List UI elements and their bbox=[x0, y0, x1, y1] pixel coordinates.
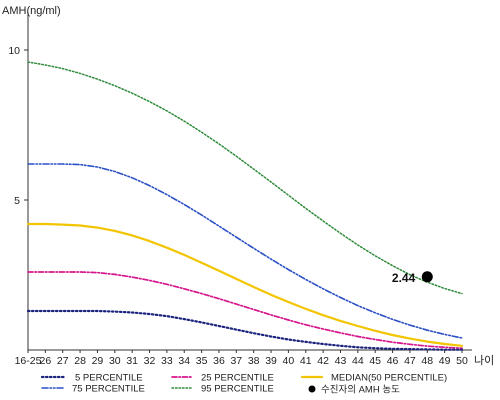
x-tick-label: 28 bbox=[74, 355, 86, 367]
y-ticks: 5 10 bbox=[8, 45, 28, 207]
legend-label: 5 PERCENTILE bbox=[75, 373, 143, 384]
x-tick-label: 39 bbox=[265, 355, 277, 367]
legend-point-marker bbox=[308, 385, 316, 393]
x-tick-label: 42 bbox=[317, 355, 329, 367]
x-tick-label: 27 bbox=[57, 355, 69, 367]
x-tick-label: 16-25 bbox=[15, 355, 42, 367]
x-axis-label: 나이 bbox=[474, 354, 494, 367]
legend-label: 95 PERCENTILE bbox=[201, 384, 274, 395]
x-tick-label: 41 bbox=[300, 355, 312, 367]
y-axis-label: AMH(ng/ml) bbox=[2, 5, 61, 17]
series-line-4 bbox=[27, 61, 463, 295]
series-lines bbox=[26, 61, 464, 351]
x-tick-label: 33 bbox=[161, 355, 173, 367]
x-tick-label: 49 bbox=[439, 355, 451, 367]
series-line-0 bbox=[26, 309, 464, 351]
x-tick-label: 26 bbox=[40, 355, 52, 367]
x-tick-label: 29 bbox=[92, 355, 104, 367]
x-tick-label: 44 bbox=[352, 355, 364, 367]
patient-amh-point bbox=[421, 271, 433, 283]
x-tick-label: 37 bbox=[230, 355, 242, 367]
x-tick-label: 35 bbox=[196, 355, 208, 367]
x-tick-label: 48 bbox=[421, 355, 433, 367]
x-tick-label: 30 bbox=[109, 355, 121, 367]
legend-label: 수진자의 AMH 농도 bbox=[321, 385, 400, 396]
x-tick-label: 40 bbox=[283, 355, 295, 367]
legend-label: 25 PERCENTILE bbox=[201, 373, 274, 384]
legend: 5 PERCENTILE 25 PERCENTILE MEDIAN(50 PERCE… bbox=[40, 373, 447, 396]
legend-label: 75 PERCENTILE bbox=[72, 384, 145, 395]
y-tick-label: 5 bbox=[14, 195, 20, 207]
x-tick-label: 47 bbox=[404, 355, 416, 367]
patient-point-layer: 2.44 bbox=[392, 271, 433, 285]
series-line-1 bbox=[27, 271, 463, 350]
x-tick-label: 46 bbox=[387, 355, 399, 367]
legend-label: MEDIAN(50 PERCENTILE) bbox=[331, 373, 447, 384]
x-tick-label: 31 bbox=[126, 355, 138, 367]
x-tick-label: 34 bbox=[178, 355, 190, 367]
series-line-2 bbox=[26, 222, 464, 347]
x-tick-label: 45 bbox=[369, 355, 381, 367]
y-tick-label: 10 bbox=[8, 45, 20, 57]
axes bbox=[27, 12, 472, 351]
x-tick-label: 32 bbox=[144, 355, 156, 367]
x-tick-label: 38 bbox=[248, 355, 260, 367]
x-tick-label: 43 bbox=[335, 355, 347, 367]
x-tick-label: 50 bbox=[456, 355, 468, 367]
x-tick-label: 36 bbox=[213, 355, 225, 367]
patient-amh-value-label: 2.44 bbox=[392, 271, 416, 285]
series-line-3 bbox=[27, 163, 463, 339]
